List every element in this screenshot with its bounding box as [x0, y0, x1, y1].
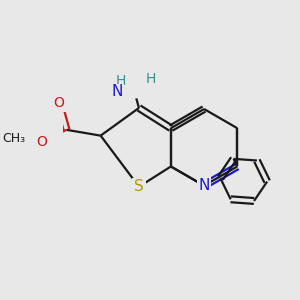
Text: N: N	[112, 85, 123, 100]
Text: O: O	[54, 96, 64, 110]
Text: O: O	[36, 134, 47, 148]
Text: S: S	[134, 179, 144, 194]
Text: H: H	[115, 74, 125, 88]
Text: H: H	[146, 72, 156, 86]
Text: CH₃: CH₃	[2, 132, 26, 145]
Text: N: N	[198, 178, 210, 193]
